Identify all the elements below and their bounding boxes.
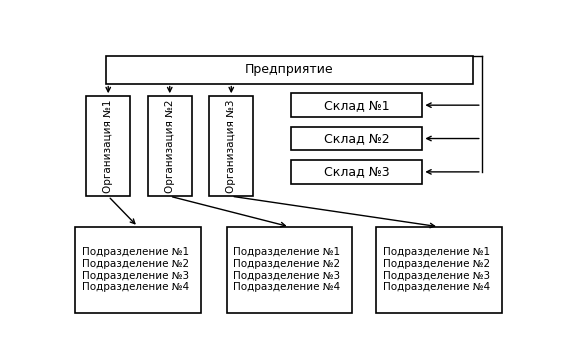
FancyBboxPatch shape	[290, 160, 422, 184]
FancyBboxPatch shape	[227, 227, 352, 313]
FancyBboxPatch shape	[376, 227, 501, 313]
Text: Организация №1: Организация №1	[103, 99, 113, 193]
FancyBboxPatch shape	[209, 96, 253, 196]
Text: Предприятие: Предприятие	[245, 63, 334, 76]
Text: Организация №3: Организация №3	[226, 99, 236, 193]
FancyBboxPatch shape	[148, 96, 192, 196]
Text: Склад №3: Склад №3	[324, 165, 390, 178]
Text: Подразделение №1
Подразделение №2
Подразделение №3
Подразделение №4: Подразделение №1 Подразделение №2 Подраз…	[82, 248, 189, 292]
Text: Организация №2: Организация №2	[165, 99, 175, 193]
FancyBboxPatch shape	[290, 93, 422, 117]
Text: Подразделение №1
Подразделение №2
Подразделение №3
Подразделение №4: Подразделение №1 Подразделение №2 Подраз…	[234, 248, 341, 292]
Text: Подразделение №1
Подразделение №2
Подразделение №3
Подразделение №4: Подразделение №1 Подразделение №2 Подраз…	[383, 248, 490, 292]
FancyBboxPatch shape	[106, 56, 473, 84]
Text: Склад №1: Склад №1	[324, 99, 390, 112]
FancyBboxPatch shape	[290, 127, 422, 150]
FancyBboxPatch shape	[75, 227, 201, 313]
Text: Склад №2: Склад №2	[324, 132, 390, 145]
FancyBboxPatch shape	[86, 96, 130, 196]
